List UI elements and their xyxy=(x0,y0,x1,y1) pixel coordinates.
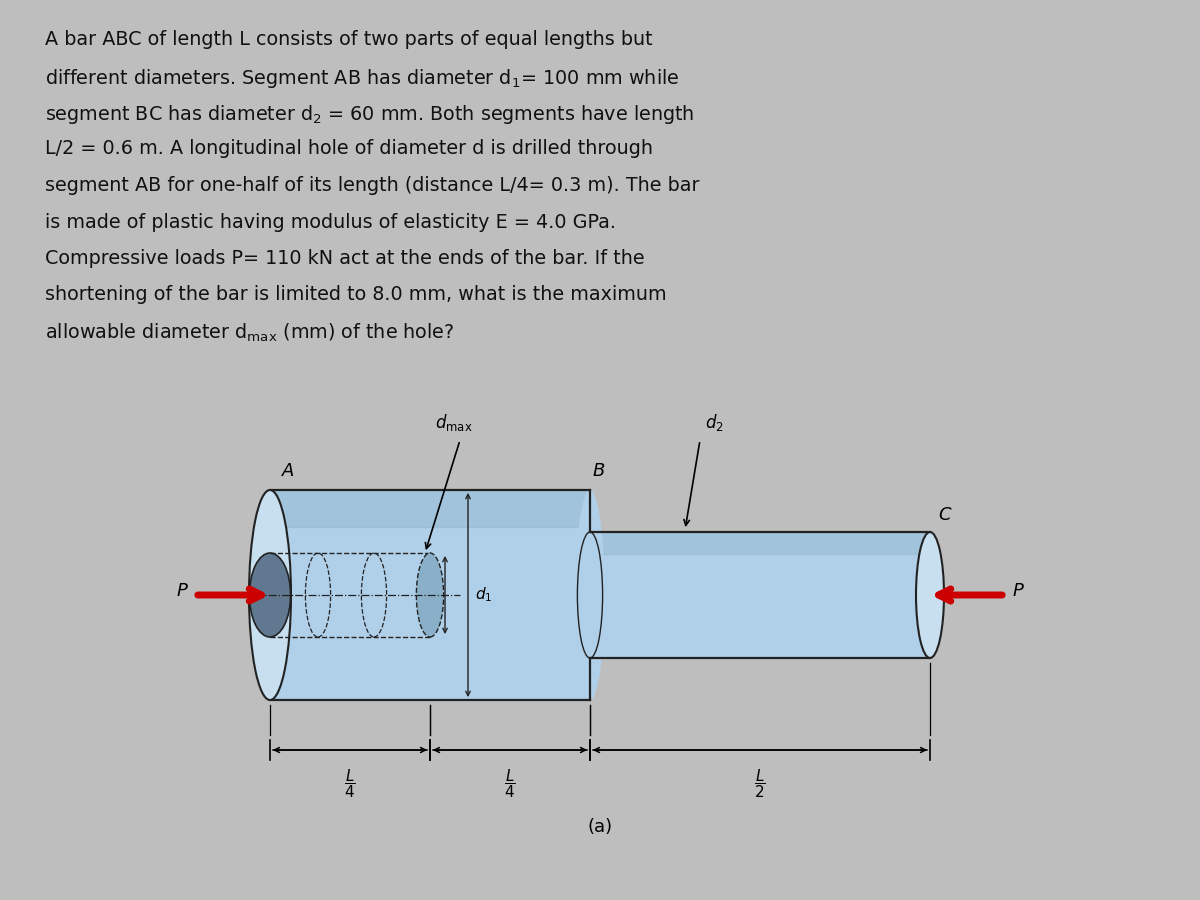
Text: is made of plastic having modulus of elasticity E = 4.0 GPa.: is made of plastic having modulus of ela… xyxy=(46,212,616,231)
Ellipse shape xyxy=(416,553,444,637)
Text: allowable diameter d$_{\rm max}$ (mm) of the hole?: allowable diameter d$_{\rm max}$ (mm) of… xyxy=(46,322,455,345)
Text: segment AB for one-half of its length (distance L/4= 0.3 m). The bar: segment AB for one-half of its length (d… xyxy=(46,176,700,195)
Text: A bar ABC of length L consists of two parts of equal lengths but: A bar ABC of length L consists of two pa… xyxy=(46,30,653,49)
Text: $\dfrac{L}{4}$: $\dfrac{L}{4}$ xyxy=(344,767,356,800)
Text: P: P xyxy=(1013,582,1024,600)
Text: different diameters. Segment AB has diameter d$_1$= 100 mm while: different diameters. Segment AB has diam… xyxy=(46,67,679,89)
Ellipse shape xyxy=(250,553,290,637)
Ellipse shape xyxy=(575,490,605,700)
Ellipse shape xyxy=(577,532,602,658)
Text: P: P xyxy=(176,582,187,600)
Text: C: C xyxy=(938,506,950,524)
Text: $\dfrac{L}{2}$: $\dfrac{L}{2}$ xyxy=(754,767,766,800)
Text: shortening of the bar is limited to 8.0 mm, what is the maximum: shortening of the bar is limited to 8.0 … xyxy=(46,285,667,304)
Text: $\dfrac{L}{4}$: $\dfrac{L}{4}$ xyxy=(504,767,516,800)
Text: L/2 = 0.6 m. A longitudinal hole of diameter d is drilled through: L/2 = 0.6 m. A longitudinal hole of diam… xyxy=(46,140,653,158)
Text: $d_1$: $d_1$ xyxy=(475,586,492,605)
Text: (a): (a) xyxy=(588,818,612,836)
Text: $d_{\rm max}$: $d_{\rm max}$ xyxy=(434,412,473,433)
Text: B: B xyxy=(593,462,605,480)
Text: A: A xyxy=(282,462,294,480)
Ellipse shape xyxy=(916,532,944,658)
Text: Compressive loads P= 110 kN act at the ends of the bar. If the: Compressive loads P= 110 kN act at the e… xyxy=(46,249,644,268)
Text: $d_2$: $d_2$ xyxy=(706,412,724,433)
Ellipse shape xyxy=(250,490,292,700)
Text: segment BC has diameter d$_2$ = 60 mm. Both segments have length: segment BC has diameter d$_2$ = 60 mm. B… xyxy=(46,103,695,126)
